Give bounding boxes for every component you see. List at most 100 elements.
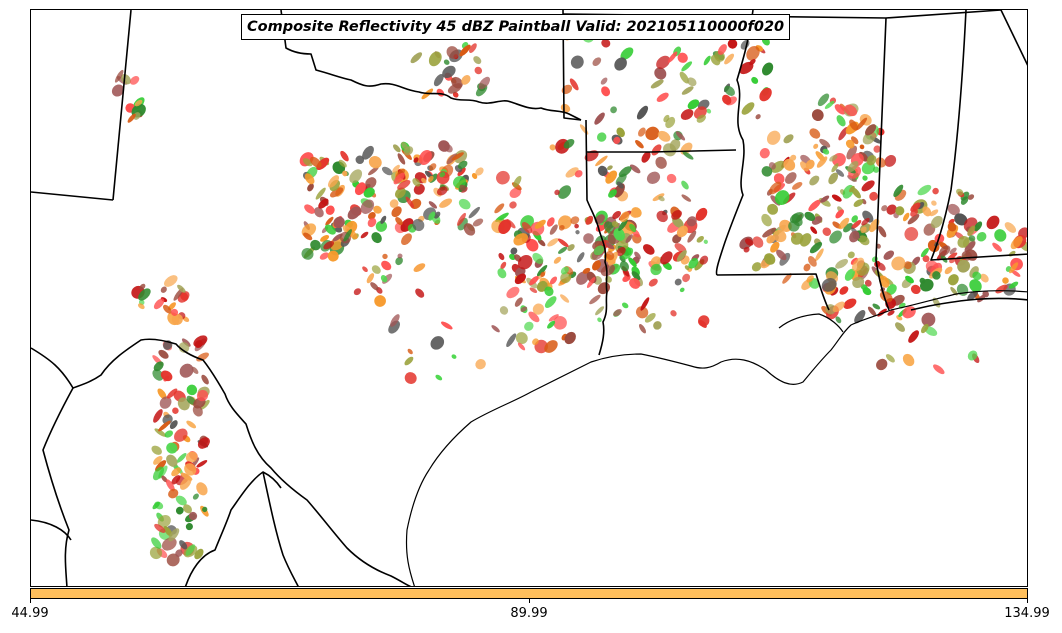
storm-cell [851, 187, 861, 199]
storm-cell [325, 205, 335, 215]
storm-cell [614, 57, 627, 71]
storm-cell [570, 216, 580, 225]
storm-cell [354, 182, 366, 196]
storm-cell [824, 100, 835, 109]
storm-cell [939, 245, 951, 257]
storm-cell [821, 278, 837, 292]
storm-cell [922, 255, 930, 263]
storm-cell [421, 177, 427, 184]
storm-cell [783, 134, 794, 144]
storm-cell [920, 247, 929, 258]
storm-cell [532, 338, 539, 346]
storm-cell [891, 256, 906, 271]
storm-cell [631, 271, 641, 281]
storm-cell [397, 179, 411, 190]
storm-cell [548, 314, 559, 322]
storm-cell [370, 282, 379, 291]
tx-la-boundary [585, 119, 608, 356]
storm-cell [835, 169, 845, 177]
colorbar-tick-label-max: 134.99 [1004, 606, 1050, 621]
storm-cell [640, 297, 650, 311]
storm-cell [560, 294, 570, 303]
storm-cell [607, 165, 613, 171]
storm-cell [854, 310, 866, 324]
storm-cell [153, 409, 163, 423]
storm-cell [192, 493, 199, 500]
storm-cell [930, 215, 943, 229]
storm-cell [724, 85, 735, 96]
storm-cells-layer [111, 16, 1027, 567]
storm-cell [752, 236, 764, 248]
storm-cell [613, 228, 625, 241]
storm-cell [532, 303, 544, 315]
storm-cell [608, 189, 617, 198]
storm-cell [922, 206, 932, 217]
storm-cell [303, 232, 313, 241]
storm-cell [553, 256, 562, 264]
storm-cell [717, 44, 727, 55]
storm-cell [471, 173, 478, 179]
storm-cell [822, 227, 832, 236]
storm-cell [592, 260, 601, 271]
storm-cell [809, 241, 823, 254]
storm-cell [472, 218, 484, 227]
storm-cell [1010, 236, 1023, 250]
storm-cell [468, 206, 480, 219]
storm-cell [510, 247, 518, 255]
storm-cell [389, 199, 399, 208]
storm-cell [895, 206, 905, 216]
red-river-boundary [280, 10, 582, 121]
storm-cell [638, 127, 646, 137]
storm-cell [175, 506, 184, 515]
storm-cell [134, 99, 143, 107]
storm-cell [976, 232, 987, 242]
nm-east-boundary [112, 10, 132, 201]
storm-cell [816, 156, 828, 168]
storm-cell [932, 297, 941, 308]
storm-cell [514, 273, 526, 285]
storm-cell [851, 257, 865, 272]
storm-cell [679, 71, 689, 84]
storm-cell [800, 161, 809, 172]
storm-cell [635, 140, 644, 149]
storm-cell [766, 130, 781, 145]
storm-cell [864, 279, 872, 287]
storm-cell [651, 144, 662, 156]
mexico-state-line-4 [262, 471, 299, 586]
storm-cell [594, 112, 605, 125]
rio-grande-boundary [31, 338, 412, 586]
storm-cell [405, 196, 415, 208]
storm-cell [949, 247, 957, 255]
storm-cell [439, 198, 453, 208]
storm-cell [547, 320, 556, 329]
colorbar-tick-mark [1027, 599, 1028, 603]
storm-cell [549, 224, 558, 235]
storm-cell [862, 287, 872, 296]
storm-cell [687, 99, 700, 110]
storm-cell [600, 263, 615, 277]
storm-cell [688, 257, 699, 269]
storm-cell [956, 283, 969, 296]
storm-cell [175, 549, 183, 557]
storm-cell [164, 430, 173, 438]
storm-cell [654, 67, 667, 80]
storm-cell [537, 239, 546, 247]
storm-cell [157, 515, 171, 528]
storm-cell [153, 361, 164, 372]
storm-cell [360, 199, 375, 214]
storm-cell [558, 224, 565, 231]
storm-cell [412, 218, 425, 232]
storm-cell [1009, 262, 1019, 274]
storm-cell [368, 166, 379, 176]
storm-cell [528, 311, 540, 323]
storm-cell [401, 233, 412, 246]
storm-cell [567, 244, 575, 252]
storm-cell [670, 310, 677, 317]
storm-cell [992, 242, 1002, 252]
storm-cell [744, 238, 754, 246]
storm-cell [166, 388, 178, 399]
storm-cell [373, 205, 382, 214]
storm-cell [860, 226, 867, 234]
storm-cell [766, 235, 776, 244]
storm-cell [703, 239, 708, 244]
